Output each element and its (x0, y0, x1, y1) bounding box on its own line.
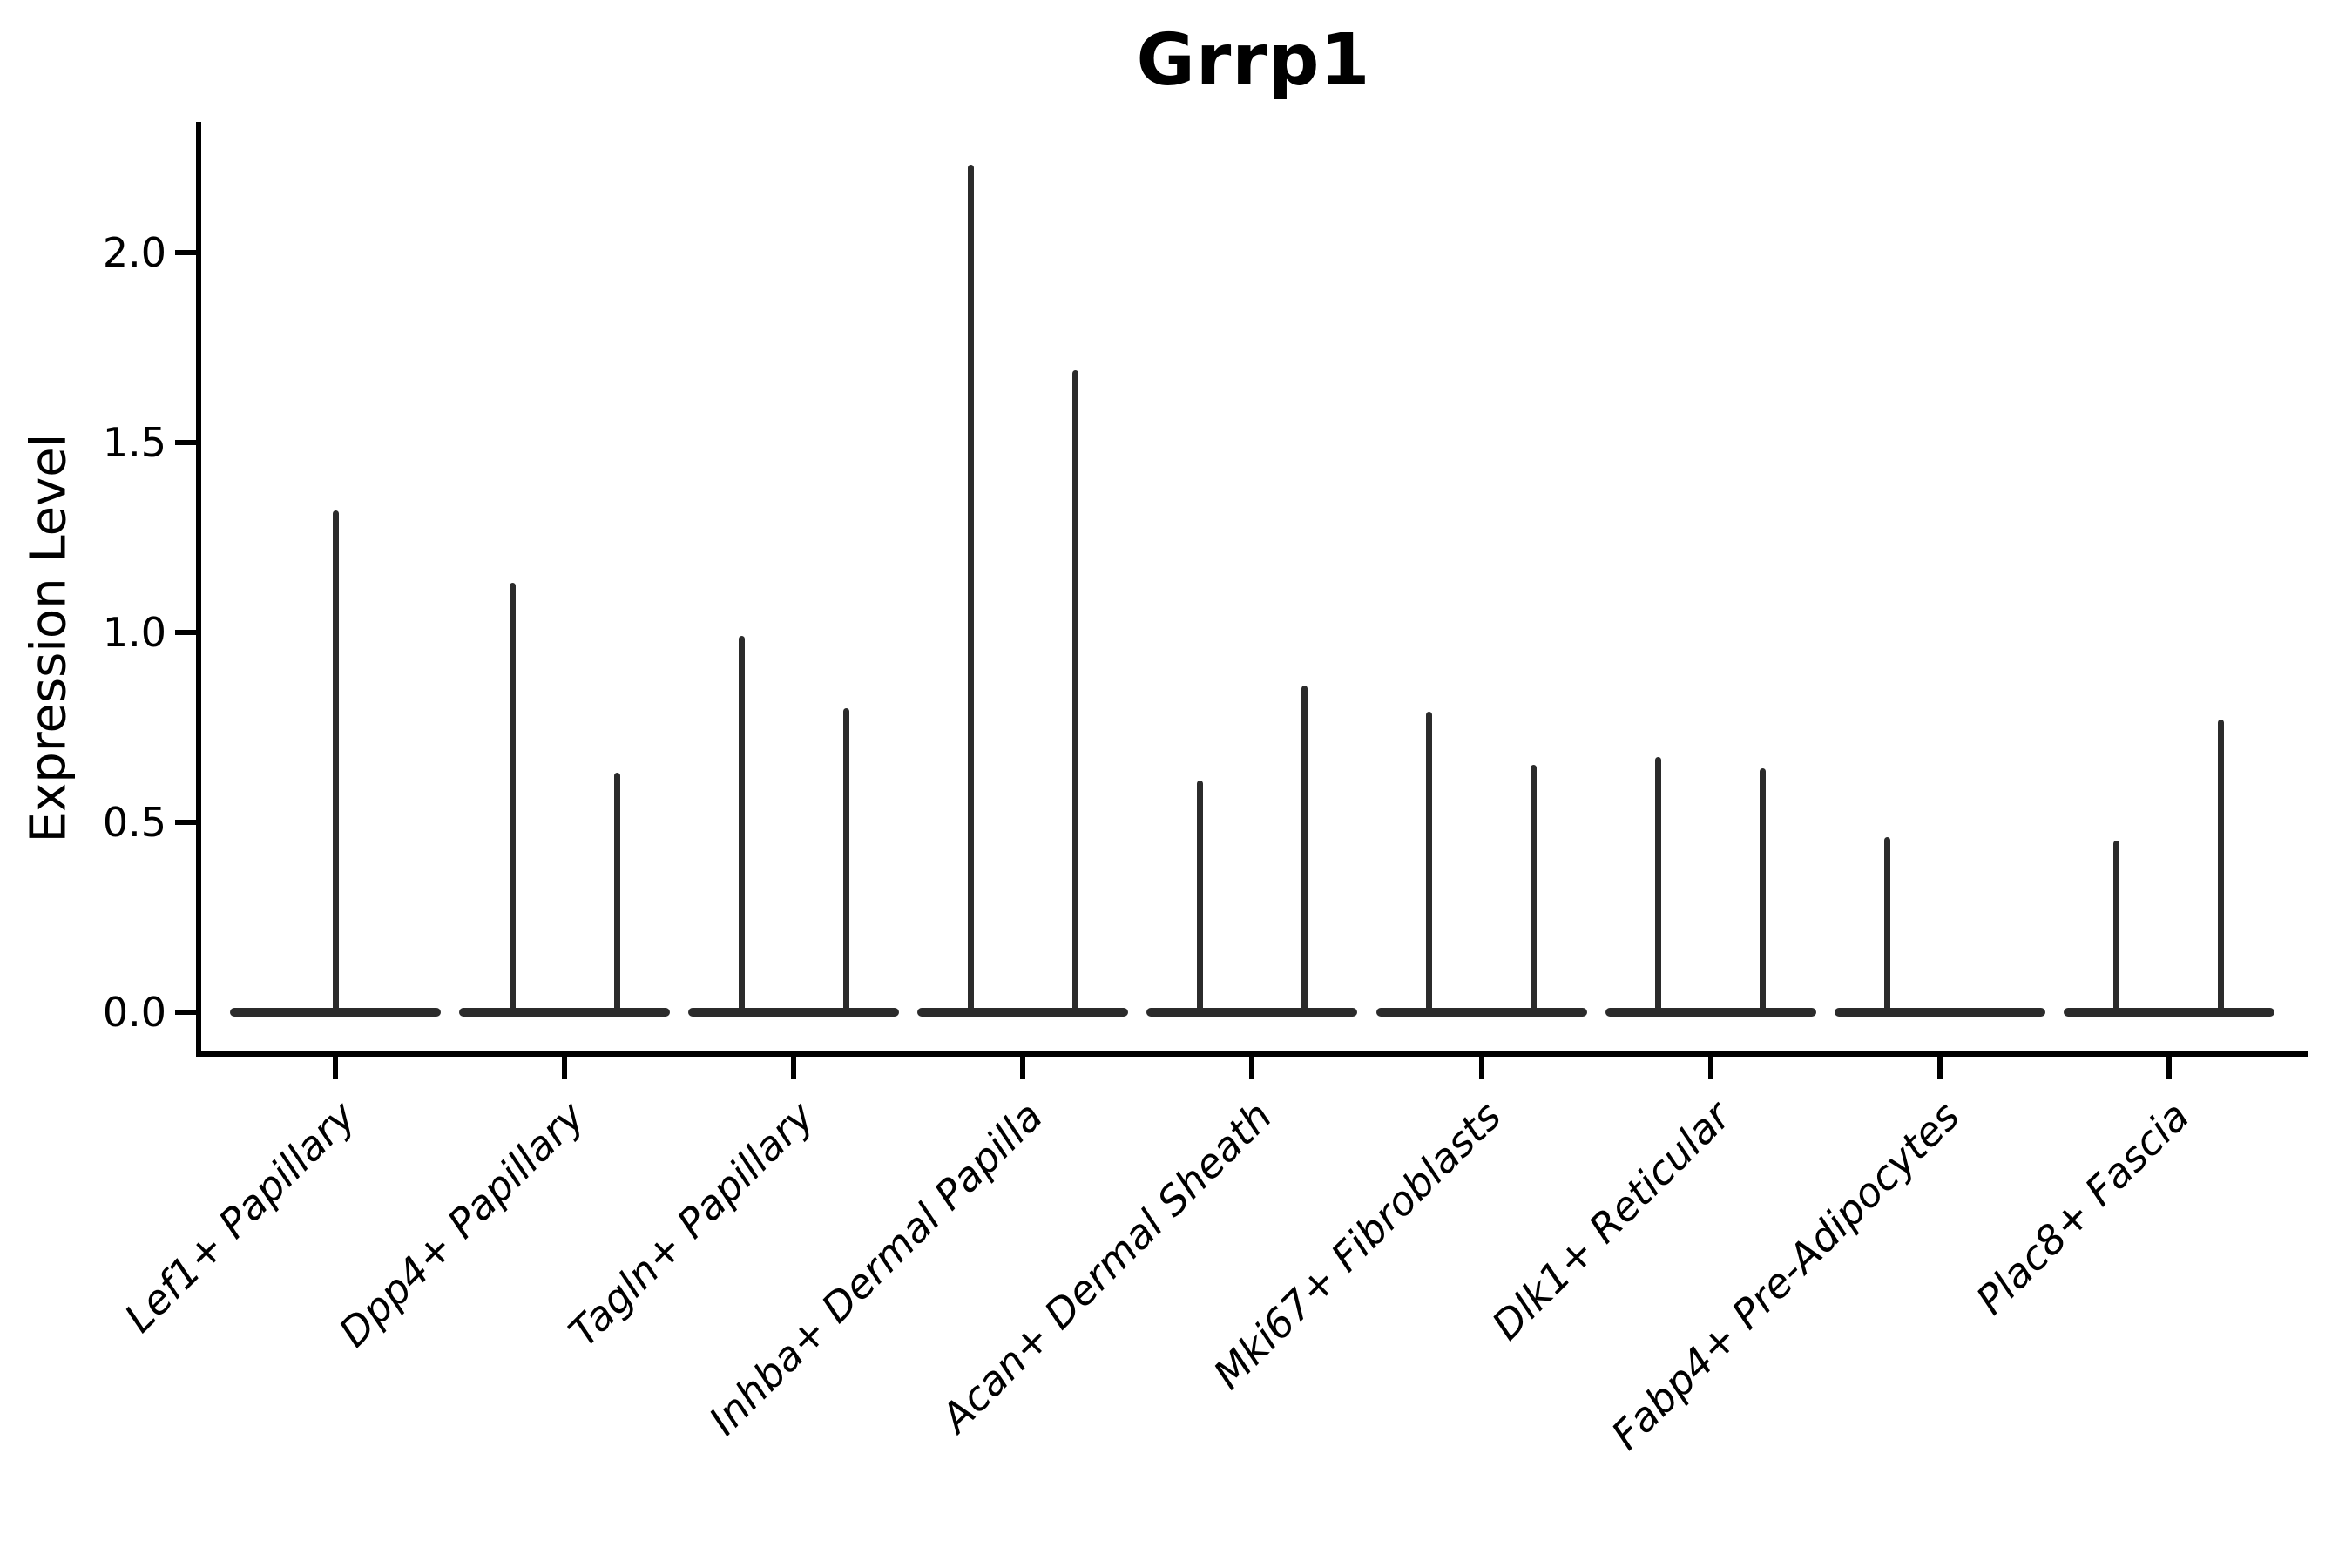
chart-title: Grrp1 (1136, 19, 1371, 102)
y-tick-label: 2.0 (102, 228, 166, 276)
y-axis-spine (196, 122, 201, 1057)
violin-spike-right (1531, 765, 1537, 1012)
violin-spike-right (1760, 768, 1767, 1012)
x-tick-mark (1249, 1057, 1255, 1079)
violin-spike-left (1884, 836, 1891, 1012)
violin-spike-right (2218, 719, 2225, 1012)
x-axis-spine (196, 1051, 2308, 1057)
violin-spike-left (1426, 712, 1432, 1012)
violin-base (230, 1007, 441, 1017)
violin-spike-left (509, 582, 516, 1012)
violin-base (1834, 1007, 2045, 1017)
x-tick-mark (1707, 1057, 1713, 1079)
violin-base (1375, 1007, 1587, 1017)
y-tick-label: 1.5 (102, 418, 166, 466)
y-tick-mark (175, 629, 196, 635)
y-tick-mark (175, 439, 196, 445)
x-tick-label: Tagln+ Papillary (558, 1092, 823, 1356)
x-tick-label: Lef1+ Papillary (115, 1092, 365, 1342)
x-tick-mark (1020, 1057, 1026, 1079)
violin-base (459, 1007, 671, 1017)
x-tick-mark (791, 1057, 797, 1079)
violin-spike-right (1301, 685, 1308, 1012)
violin-base (688, 1007, 900, 1017)
violin-spike-right (842, 707, 849, 1012)
violin-base (1605, 1007, 1816, 1017)
violin-base (1146, 1007, 1358, 1017)
x-tick-label: Plac8+ Fascia (1966, 1092, 2198, 1324)
x-tick-mark (1478, 1057, 1484, 1079)
y-tick-mark (175, 819, 196, 825)
violin-spike-left (1655, 757, 1662, 1012)
violin-spike-right (613, 772, 620, 1012)
y-tick-mark (175, 1009, 196, 1015)
y-tick-mark (175, 249, 196, 255)
y-tick-label: 1.0 (102, 608, 166, 656)
violin-spike-left (967, 165, 974, 1012)
violin-spike-right (1071, 369, 1078, 1012)
violin-base (2063, 1007, 2274, 1017)
x-tick-label: Dpp4+ Papillary (329, 1092, 594, 1356)
x-tick-label: Dlk1+ Reticular (1483, 1092, 1740, 1349)
violin-spike-left (1196, 780, 1203, 1012)
violin-spike-left (738, 635, 745, 1012)
violin-spike-center (332, 510, 339, 1012)
x-tick-mark (333, 1057, 338, 1079)
y-tick-label: 0.5 (102, 798, 166, 846)
violin-base (917, 1007, 1129, 1017)
violin-spike-left (2113, 841, 2120, 1012)
x-tick-mark (1936, 1057, 1943, 1079)
x-tick-mark (2166, 1057, 2172, 1079)
y-tick-label: 0.0 (102, 988, 166, 1036)
x-tick-mark (562, 1057, 568, 1079)
